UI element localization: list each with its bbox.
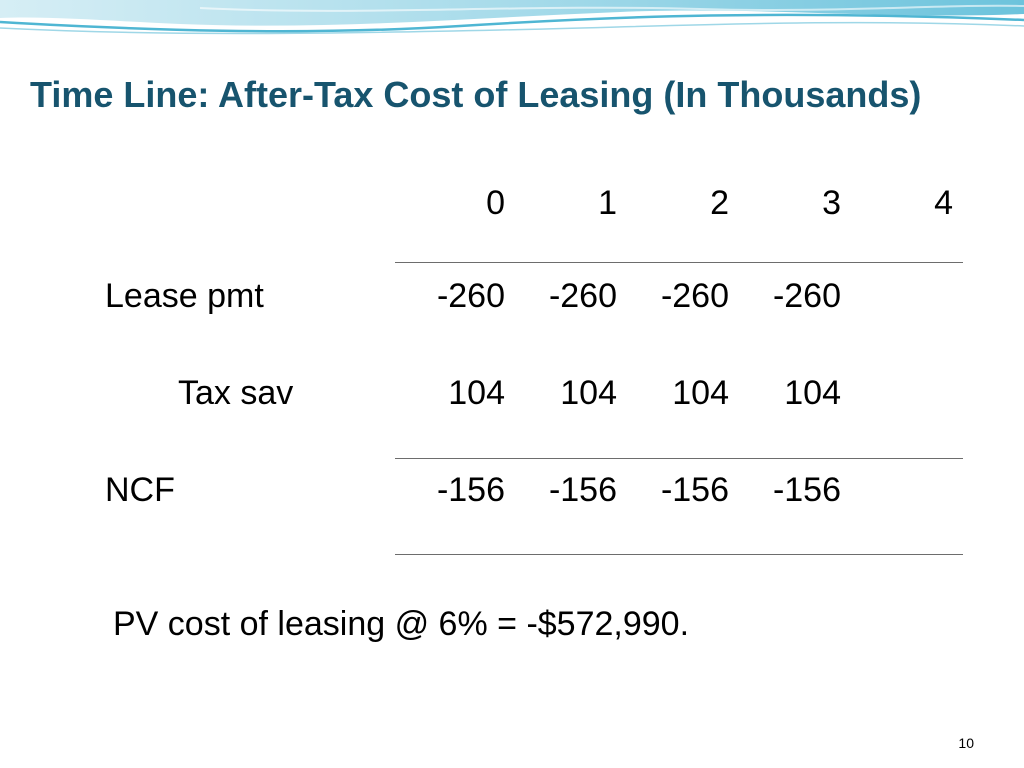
divider-line: [395, 554, 963, 555]
row-label-lease-pmt: Lease pmt: [105, 277, 264, 315]
lease-pmt-value: -260: [660, 277, 729, 315]
divider-line: [395, 262, 963, 263]
lease-pmt-value: -260: [436, 277, 505, 315]
slide-title: Time Line: After-Tax Cost of Leasing (In…: [30, 74, 922, 115]
period-3: 3: [822, 184, 841, 222]
ncf-value: -156: [548, 471, 617, 509]
slide-number: 10: [958, 735, 974, 751]
tax-sav-value: 104: [784, 374, 841, 412]
ncf-value: -156: [660, 471, 729, 509]
row-label-ncf: NCF: [105, 471, 175, 509]
lease-pmt-value: -260: [548, 277, 617, 315]
period-4: 4: [934, 184, 953, 222]
tax-sav-value: 104: [448, 374, 505, 412]
tax-sav-value: 104: [560, 374, 617, 412]
divider-line: [395, 458, 963, 459]
lease-pmt-value: -260: [772, 277, 841, 315]
period-1: 1: [598, 184, 617, 222]
row-label-tax-sav: Tax sav: [178, 374, 294, 412]
ncf-value: -156: [772, 471, 841, 509]
ncf-value: -156: [436, 471, 505, 509]
period-2: 2: [710, 184, 729, 222]
pv-summary: PV cost of leasing @ 6% = -$572,990.: [113, 605, 690, 643]
header-wave-decoration: [0, 0, 1024, 35]
period-0: 0: [486, 184, 505, 222]
tax-sav-value: 104: [672, 374, 729, 412]
